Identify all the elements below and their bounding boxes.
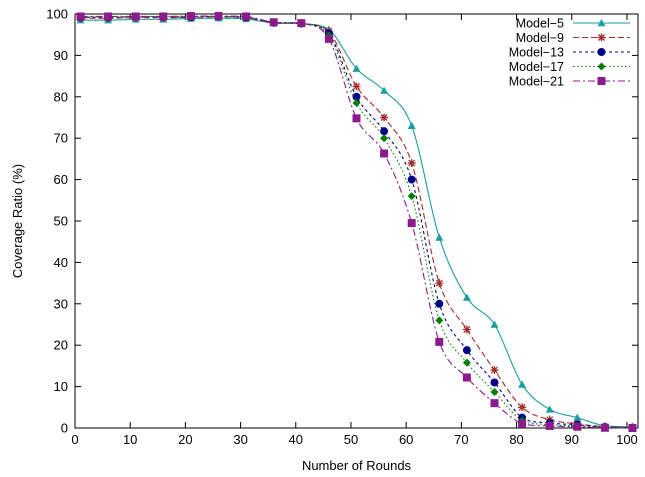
legend-item: Model−9 bbox=[516, 31, 630, 45]
y-tick-label: 0 bbox=[61, 421, 68, 436]
data-point bbox=[407, 121, 416, 129]
data-point bbox=[518, 380, 527, 388]
y-tick-label: 60 bbox=[54, 172, 68, 187]
data-point bbox=[380, 149, 389, 158]
data-point bbox=[490, 399, 499, 408]
series-line bbox=[80, 15, 633, 429]
data-point bbox=[462, 358, 471, 367]
data-point bbox=[545, 421, 554, 430]
legend-label: Model−17 bbox=[509, 60, 564, 74]
data-point bbox=[518, 419, 527, 428]
legend-label: Model−21 bbox=[509, 75, 564, 89]
plot-area: 0 10 20 30 40 50 60 70 80 90 100 0 10 20 30 40 50 60 70 80 9… bbox=[46, 7, 639, 447]
y-tick-label: 80 bbox=[54, 89, 68, 104]
y-tick-label: 50 bbox=[54, 214, 68, 229]
data-point bbox=[352, 82, 361, 91]
data-point bbox=[131, 12, 140, 21]
data-point bbox=[490, 320, 499, 328]
data-point bbox=[214, 12, 223, 21]
data-point bbox=[407, 159, 416, 168]
x-axis-label: Number of Rounds bbox=[302, 458, 412, 473]
series bbox=[76, 12, 637, 432]
x-tick-label: 70 bbox=[454, 432, 468, 447]
legend-item: Model−5 bbox=[516, 17, 630, 31]
data-point bbox=[352, 64, 361, 72]
data-point bbox=[269, 18, 278, 27]
data-point bbox=[518, 403, 527, 412]
data-point bbox=[407, 192, 416, 201]
data-point bbox=[159, 12, 168, 21]
data-point bbox=[104, 12, 113, 21]
y-tick-label: 10 bbox=[54, 379, 68, 394]
data-point bbox=[573, 413, 582, 421]
data-point bbox=[407, 219, 416, 228]
data-point bbox=[462, 373, 471, 382]
data-point bbox=[600, 423, 609, 432]
data-point bbox=[597, 77, 606, 85]
data-point bbox=[545, 405, 554, 413]
y-tick-label: 20 bbox=[54, 338, 68, 353]
legend-item: Model−17 bbox=[509, 60, 630, 74]
data-point bbox=[242, 12, 251, 21]
data-point bbox=[380, 134, 389, 143]
x-tick-label: 30 bbox=[233, 432, 247, 447]
data-point bbox=[435, 233, 444, 241]
x-tick-label: 0 bbox=[71, 432, 78, 447]
x-tick-label: 90 bbox=[565, 432, 579, 447]
data-point bbox=[407, 175, 416, 184]
data-point bbox=[597, 19, 606, 27]
data-point bbox=[462, 293, 471, 301]
data-point bbox=[435, 337, 444, 346]
legend-item: Model−13 bbox=[509, 46, 630, 60]
x-tick-label: 10 bbox=[123, 432, 137, 447]
series-line bbox=[80, 17, 633, 428]
data-point bbox=[462, 346, 471, 355]
data-point bbox=[380, 127, 389, 136]
data-point bbox=[435, 316, 444, 325]
data-point bbox=[573, 422, 582, 431]
data-point bbox=[435, 299, 444, 308]
data-point bbox=[380, 86, 389, 94]
legend-label: Model−13 bbox=[509, 46, 564, 60]
y-tick-label: 100 bbox=[46, 7, 68, 22]
y-tick-label: 70 bbox=[54, 131, 68, 146]
series-line bbox=[80, 16, 633, 429]
x-tick-label: 20 bbox=[178, 432, 192, 447]
data-point bbox=[380, 113, 389, 122]
data-point bbox=[597, 48, 606, 56]
data-point bbox=[352, 99, 361, 108]
x-tick-label: 100 bbox=[616, 432, 638, 447]
x-tick-label: 60 bbox=[399, 432, 413, 447]
x-tick-label: 50 bbox=[344, 432, 358, 447]
legend-label: Model−9 bbox=[516, 31, 564, 45]
data-point bbox=[597, 62, 606, 71]
data-point bbox=[490, 366, 499, 375]
data-point bbox=[435, 279, 444, 288]
data-point bbox=[490, 387, 499, 396]
data-point bbox=[462, 325, 471, 334]
data-point bbox=[490, 378, 499, 387]
data-point bbox=[628, 424, 637, 432]
data-point bbox=[324, 34, 333, 43]
data-point bbox=[76, 12, 85, 21]
x-tick-label: 80 bbox=[509, 432, 523, 447]
legend-label: Model−5 bbox=[516, 17, 564, 31]
y-tick-label: 40 bbox=[54, 255, 68, 270]
data-point bbox=[597, 33, 606, 42]
legend-item: Model−21 bbox=[509, 75, 630, 89]
y-tick-label: 90 bbox=[54, 48, 68, 63]
y-tick-label: 30 bbox=[54, 296, 68, 311]
data-point bbox=[186, 12, 195, 21]
y-axis-label: Coverage Ratio (%) bbox=[10, 164, 25, 278]
x-tick-label: 40 bbox=[289, 432, 303, 447]
data-point bbox=[352, 114, 361, 123]
data-point bbox=[297, 19, 306, 28]
series-line bbox=[80, 15, 633, 429]
